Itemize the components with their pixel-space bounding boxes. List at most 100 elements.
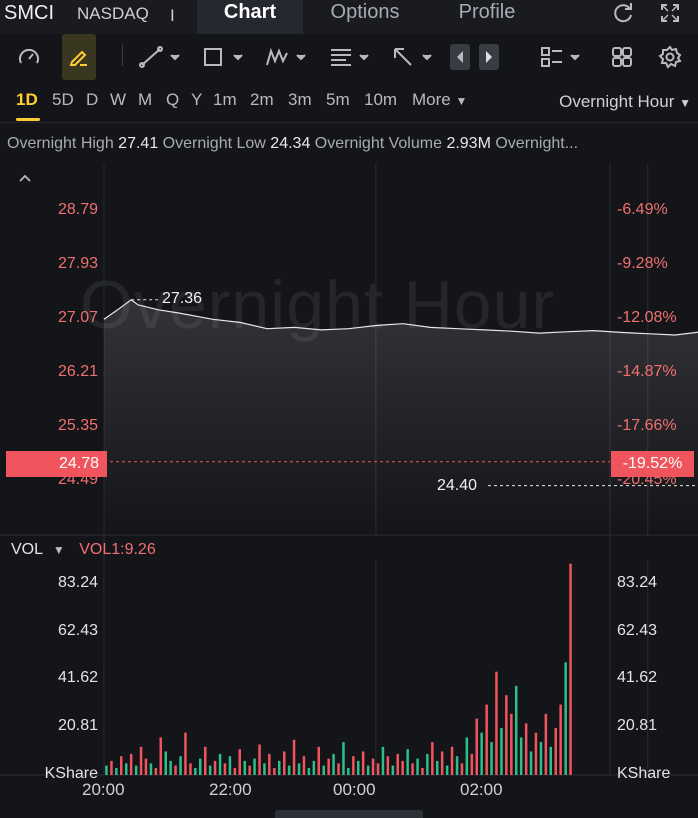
- volume-bar: [144, 758, 148, 775]
- volume-bar: [569, 563, 572, 775]
- period-1d[interactable]: 1D: [16, 90, 38, 109]
- volume-bar: [199, 758, 202, 775]
- volume-bar: [534, 732, 538, 775]
- volume-bar: [450, 746, 454, 775]
- volume-tick: 83.24: [57, 574, 98, 591]
- volume-bar: [490, 742, 493, 775]
- volume-bar: [164, 751, 167, 775]
- volume-bar: [317, 746, 320, 775]
- volume-bar: [386, 756, 390, 775]
- percent-tick: -6.49%: [617, 201, 668, 218]
- grid-icon[interactable]: [610, 34, 634, 80]
- x-tick: 00:00: [333, 780, 376, 799]
- volume-bar: [401, 760, 404, 775]
- gauge-icon[interactable]: [16, 34, 42, 80]
- volume-bar: [480, 732, 483, 775]
- period-3m[interactable]: 3m: [288, 90, 312, 109]
- price-area: [104, 299, 698, 535]
- volume-bar: [495, 671, 498, 775]
- period-10m[interactable]: 10m: [364, 90, 398, 109]
- volume-bar: [396, 753, 399, 775]
- settings-icon[interactable]: [658, 34, 682, 80]
- x-tick: 22:00: [209, 780, 252, 799]
- volume-bar: [312, 760, 316, 775]
- period-y[interactable]: Y: [191, 90, 203, 109]
- volume-unit: KShare: [44, 765, 98, 782]
- percent-tick: -17.66%: [617, 417, 677, 434]
- volume-tick: 62.43: [57, 622, 98, 639]
- pencil-icon[interactable]: [62, 34, 96, 80]
- volume-tick: 62.43: [617, 622, 658, 639]
- volume-bar: [411, 763, 414, 775]
- volume-bar: [436, 760, 439, 775]
- tab-profile[interactable]: Profile: [458, 1, 516, 23]
- volume-value: 2.93M: [446, 135, 491, 152]
- volume-bar: [500, 728, 503, 775]
- volume-bar: [283, 751, 286, 775]
- volume-bar: [475, 718, 478, 775]
- expand-icon[interactable]: [658, 1, 682, 30]
- period-m[interactable]: M: [138, 90, 153, 109]
- volume-bar: [297, 763, 301, 775]
- volume-bar: [524, 723, 528, 775]
- rectangle-icon[interactable]: [202, 34, 246, 80]
- volume-bar: [307, 768, 311, 775]
- volume-bar: [278, 760, 281, 775]
- period-5d[interactable]: 5D: [52, 90, 74, 109]
- layout-list-icon[interactable]: [539, 34, 583, 80]
- pattern-icon[interactable]: [265, 34, 309, 80]
- volume-bar: [149, 763, 153, 775]
- collapse-icon[interactable]: [17, 171, 33, 189]
- arrow-icon[interactable]: [391, 34, 435, 80]
- price-line: [103, 299, 698, 336]
- volume-bar: [381, 746, 385, 775]
- more-dropdown[interactable]: More ▼: [412, 90, 468, 109]
- volume-bar: [208, 765, 212, 775]
- stats-overflow: Overnight...: [495, 135, 579, 152]
- scroll-handle[interactable]: [275, 810, 423, 818]
- volume-bar: [544, 713, 548, 775]
- period-d[interactable]: D: [86, 90, 99, 109]
- current-price-tag: 24.78: [6, 451, 107, 477]
- current-change-tag: -19.52%: [611, 451, 694, 477]
- x-tick: 20:00: [82, 780, 125, 799]
- volume-bar: [357, 760, 360, 775]
- refresh-icon[interactable]: [611, 1, 635, 30]
- top-bar: SMCI NASDAQ I Chart Options Profile: [0, 0, 698, 34]
- period-5m[interactable]: 5m: [326, 90, 350, 109]
- percent-tick: -12.08%: [617, 309, 677, 326]
- active-period-indicator: [16, 118, 40, 121]
- volume-bar: [440, 751, 444, 775]
- prev-icon[interactable]: [450, 34, 470, 80]
- high-value: 27.41: [118, 135, 159, 152]
- period-1m[interactable]: 1m: [213, 90, 237, 109]
- session-dropdown[interactable]: Overnight Hour ▼: [559, 92, 691, 111]
- volume-bar: [110, 760, 113, 775]
- period-q[interactable]: Q: [166, 90, 180, 109]
- volume-bar: [421, 768, 424, 775]
- ticker-symbol: SMCI: [4, 2, 54, 24]
- tab-chart[interactable]: Chart: [197, 0, 303, 34]
- next-icon[interactable]: [479, 34, 499, 80]
- volume-bar: [431, 742, 434, 775]
- price-tick: 25.35: [57, 417, 98, 434]
- text-lines-icon[interactable]: [328, 34, 372, 80]
- tab-options[interactable]: Options: [330, 1, 400, 23]
- period-w[interactable]: W: [110, 90, 127, 109]
- toolbar-separator: [122, 44, 123, 66]
- volume-header[interactable]: VOL ▼ VOL1:9.26: [11, 541, 156, 559]
- volume-bar: [406, 749, 409, 775]
- trendline-icon[interactable]: [139, 34, 183, 80]
- volume-bar: [505, 695, 508, 775]
- period-2m[interactable]: 2m: [250, 90, 274, 109]
- volume-bar: [426, 753, 429, 775]
- volume-tick: 20.81: [617, 717, 658, 734]
- volume-bar: [189, 763, 192, 775]
- volume-bar: [134, 765, 138, 775]
- volume-bar: [273, 768, 276, 775]
- volume-bar: [391, 765, 395, 775]
- price-tick: 27.93: [57, 255, 98, 272]
- volume-bar: [361, 751, 365, 775]
- volume-bar: [559, 704, 562, 775]
